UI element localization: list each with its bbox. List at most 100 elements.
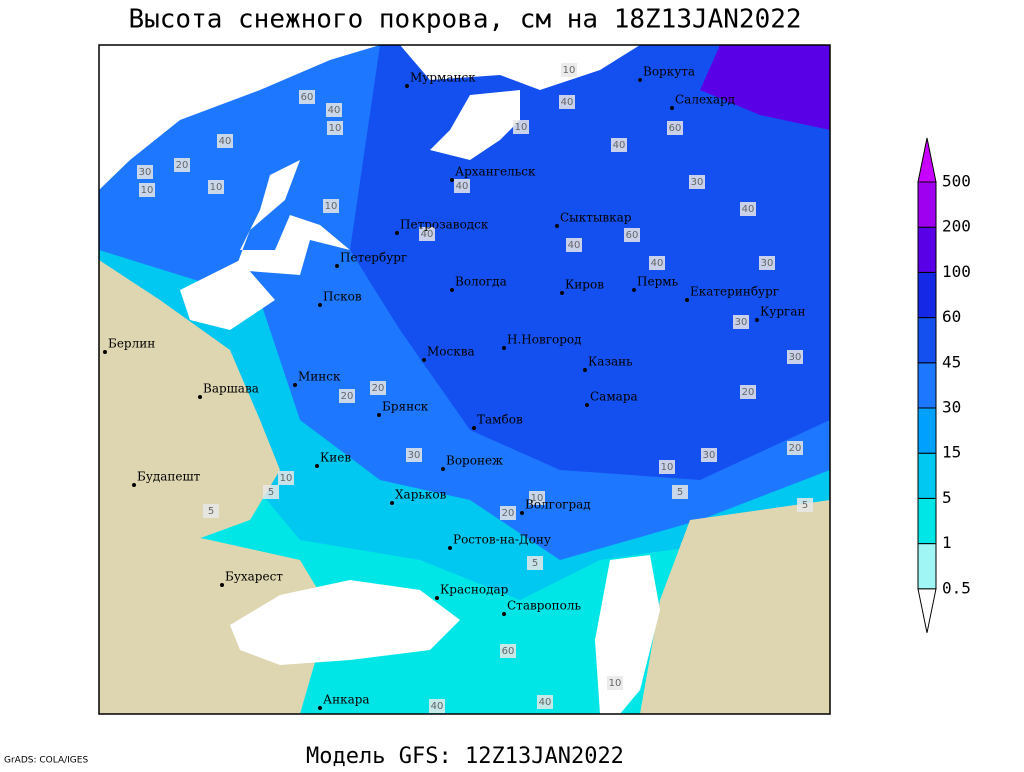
contour-label-box (327, 121, 343, 135)
city-label: Будапешт (137, 470, 201, 484)
city-dot (405, 84, 409, 88)
city-dot (472, 426, 476, 430)
contour-label: 40 (651, 258, 664, 269)
subtitle: Модель GFS: 12Z13JAN2022 (306, 744, 624, 768)
city-label: Салехард (675, 93, 735, 107)
colorbar-label: 200 (942, 217, 971, 236)
city-label: Псков (323, 290, 362, 304)
contour-label-box (701, 448, 717, 462)
contour-label: 5 (677, 487, 683, 498)
city-dot (435, 596, 439, 600)
contour-label: 40 (568, 240, 581, 251)
city-dot (335, 264, 339, 268)
city-label: Казань (588, 355, 633, 369)
contour-label: 10 (280, 473, 293, 484)
colorbar-label: 500 (942, 172, 971, 191)
contour-label-box (787, 350, 803, 364)
contour-label: 40 (613, 140, 626, 151)
city-label: Краснодар (440, 583, 509, 597)
contour-label-box (323, 199, 339, 213)
contour-label-box (513, 120, 529, 134)
contour-label: 5 (208, 506, 214, 517)
contour-label: 20 (176, 160, 189, 171)
colorbar-cap (917, 588, 937, 633)
contour-label-box (454, 179, 470, 193)
contour-label-box (607, 676, 623, 690)
city-dot (441, 467, 445, 471)
norwegian-sea (99, 45, 380, 190)
contour-label: 30 (735, 317, 748, 328)
contour-label-box (429, 699, 445, 713)
contour-label: 30 (761, 258, 774, 269)
contour-label: 60 (669, 123, 682, 134)
contour-label: 20 (341, 391, 354, 402)
bare-land (99, 520, 330, 714)
city-label: Петрозаводск (400, 218, 489, 232)
colorbar-box (917, 497, 937, 545)
contour-label-box (203, 504, 219, 518)
city-label: Сыктывкар (560, 211, 632, 225)
city-dot (198, 395, 202, 399)
city-label: Вологда (455, 275, 507, 289)
contour-label-box (566, 238, 582, 252)
city-dot (632, 288, 636, 292)
barents-sea (400, 45, 640, 90)
city-dot (502, 612, 506, 616)
city-dot (670, 106, 674, 110)
contour-label: 5 (532, 558, 538, 569)
city-dot (502, 346, 506, 350)
contour-label: 10 (563, 65, 576, 76)
city-dot (450, 288, 454, 292)
contour-label: 60 (502, 646, 515, 657)
city-label: Минск (298, 370, 341, 384)
city-dot (422, 358, 426, 362)
credit: GrADS: COLA/IGES (4, 756, 88, 766)
contour-label-box (759, 256, 775, 270)
contour-label-box (406, 448, 422, 462)
city-label: Пермь (637, 275, 679, 289)
contour-label: 40 (431, 701, 444, 712)
contour-label-box (527, 556, 543, 570)
contour-label: 20 (789, 443, 802, 454)
contour-label: 40 (219, 136, 232, 147)
city-dot (293, 383, 297, 387)
city-label: Воронеж (446, 454, 503, 468)
contour-label-box (139, 183, 155, 197)
city-dot (390, 501, 394, 505)
snow-very-deep (700, 45, 830, 130)
city-label: Анкара (323, 693, 370, 707)
colorbar-box (917, 543, 937, 590)
city-dot (132, 483, 136, 487)
city-dot (103, 350, 107, 354)
map-frame (98, 44, 831, 715)
city-dot (318, 706, 322, 710)
city-label: Волгоград (525, 498, 591, 512)
contour-label-box (370, 381, 386, 395)
contour-label: 10 (531, 493, 544, 504)
city-label: Тамбов (477, 413, 523, 427)
city-label: Курган (760, 305, 805, 319)
contour-label-box (217, 134, 233, 148)
city-label: Екатеринбург (690, 285, 779, 299)
contour-label-box (659, 460, 675, 474)
colorbar-label: 60 (942, 307, 961, 326)
contour-label-box (299, 90, 315, 104)
contour-label-box (419, 227, 435, 241)
contour-label: 10 (325, 201, 338, 212)
contour-label-box (797, 498, 813, 512)
contour-label-box (559, 95, 575, 109)
contour-label: 20 (372, 383, 385, 394)
contour-label: 10 (609, 678, 622, 689)
city-label: Харьков (395, 488, 447, 502)
contour-label: 10 (661, 462, 674, 473)
contour-label-box (500, 644, 516, 658)
contour-label-box (740, 385, 756, 399)
contour-label-box (561, 63, 577, 77)
contour-label: 5 (268, 487, 274, 498)
city-label: Воркута (643, 65, 695, 79)
contour-label-box (137, 165, 153, 179)
contour-label: 30 (408, 450, 421, 461)
city-dot (315, 464, 319, 468)
city-label: Н.Новгород (507, 333, 582, 347)
